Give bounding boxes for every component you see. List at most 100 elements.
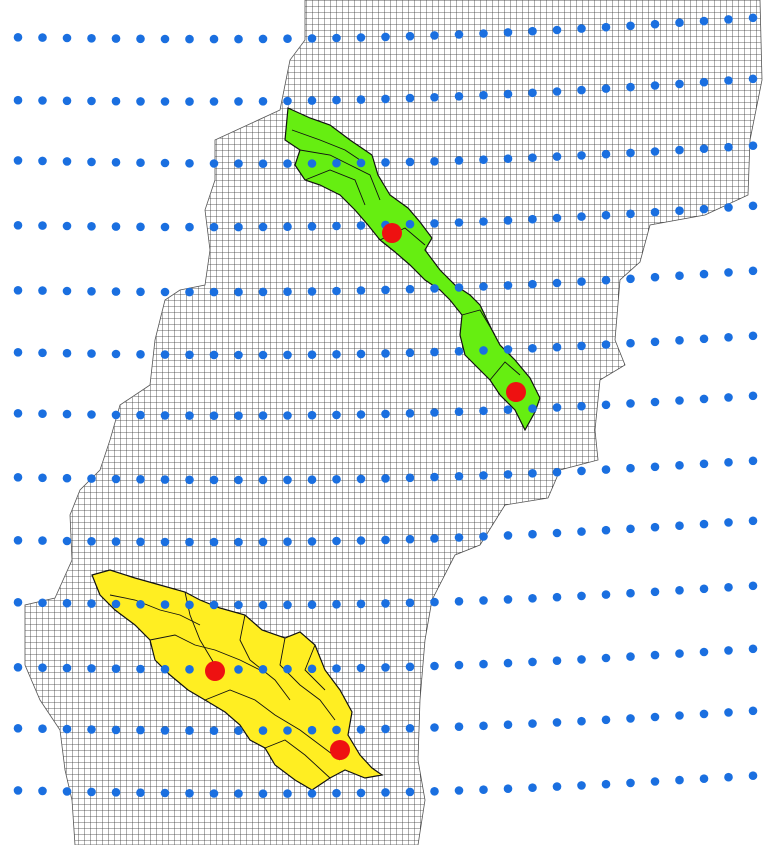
station-point — [307, 664, 317, 674]
station-point — [258, 411, 268, 420]
station-point — [577, 527, 586, 536]
station-point — [430, 787, 439, 796]
station-point — [405, 284, 415, 294]
station-point — [528, 657, 537, 667]
station-point — [258, 789, 268, 798]
station-point — [430, 157, 439, 166]
station-point — [381, 788, 390, 797]
station-point — [258, 665, 268, 674]
station-point — [160, 726, 170, 735]
station-point — [626, 652, 635, 661]
station-point — [87, 474, 96, 483]
station-point — [356, 33, 366, 42]
station-point — [503, 720, 513, 729]
station-point — [234, 475, 243, 485]
station-point — [601, 210, 611, 220]
station-point — [160, 475, 170, 484]
station-point — [454, 156, 464, 165]
station-point — [136, 222, 145, 232]
station-point — [454, 533, 464, 542]
station-point — [724, 518, 733, 527]
station-point — [577, 151, 586, 160]
station-point — [675, 461, 684, 470]
station-point — [111, 725, 121, 735]
station-point — [356, 599, 366, 609]
station-point — [258, 159, 268, 168]
station-point — [430, 534, 439, 543]
station-point — [577, 781, 586, 790]
station-point — [675, 711, 684, 720]
station-point — [307, 475, 317, 485]
station-point — [62, 157, 72, 166]
station-point — [283, 726, 292, 735]
station-point — [234, 789, 243, 798]
station-point — [62, 473, 72, 483]
outlet-point — [382, 223, 402, 243]
station-points — [13, 13, 758, 798]
station-point — [405, 93, 415, 103]
station-point — [136, 350, 145, 359]
station-point — [87, 410, 96, 419]
station-point — [650, 147, 660, 156]
station-point — [258, 34, 268, 44]
station-point — [601, 22, 611, 32]
station-point — [38, 409, 47, 419]
station-point — [332, 725, 341, 735]
station-point — [454, 92, 464, 101]
station-point — [552, 528, 562, 538]
station-point — [307, 159, 317, 168]
station-point — [405, 598, 415, 608]
station-point — [209, 97, 219, 106]
station-point — [430, 31, 439, 40]
station-point — [185, 287, 194, 297]
station-point — [552, 213, 562, 223]
station-point — [111, 349, 121, 359]
station-point — [675, 521, 684, 530]
station-point — [185, 537, 194, 547]
station-point — [13, 156, 23, 165]
station-point — [601, 84, 611, 93]
station-point — [307, 600, 317, 609]
station-point — [601, 340, 611, 349]
station-point — [209, 34, 219, 44]
station-point — [209, 411, 219, 421]
station-point — [356, 536, 366, 545]
station-point — [724, 203, 733, 212]
station-point — [724, 76, 733, 85]
station-point — [209, 537, 219, 547]
station-point — [405, 787, 415, 797]
station-point — [552, 592, 562, 602]
station-point — [111, 34, 121, 43]
station-point — [87, 725, 96, 734]
station-point — [38, 536, 47, 545]
station-point — [38, 786, 47, 796]
station-point — [332, 600, 341, 609]
station-point — [626, 399, 635, 408]
station-point — [62, 787, 72, 796]
station-point — [650, 81, 660, 90]
station-point — [87, 96, 96, 106]
station-point — [748, 331, 758, 341]
station-point — [136, 788, 145, 797]
station-point — [405, 473, 415, 483]
station-point — [87, 287, 96, 296]
station-point — [479, 346, 488, 355]
outlet-point — [205, 661, 225, 681]
station-point — [626, 148, 635, 158]
station-point — [13, 724, 23, 733]
station-point — [136, 725, 145, 735]
station-point — [626, 82, 635, 92]
station-point — [209, 222, 219, 232]
station-point — [356, 663, 366, 673]
station-point — [724, 268, 733, 277]
station-point — [258, 475, 268, 485]
station-point — [62, 663, 72, 673]
station-point — [356, 725, 366, 734]
station-point — [307, 537, 317, 546]
station-point — [62, 33, 72, 43]
station-point — [577, 24, 586, 33]
station-point — [111, 96, 121, 106]
station-point — [454, 218, 464, 227]
station-point — [234, 726, 243, 735]
station-point — [748, 516, 758, 526]
